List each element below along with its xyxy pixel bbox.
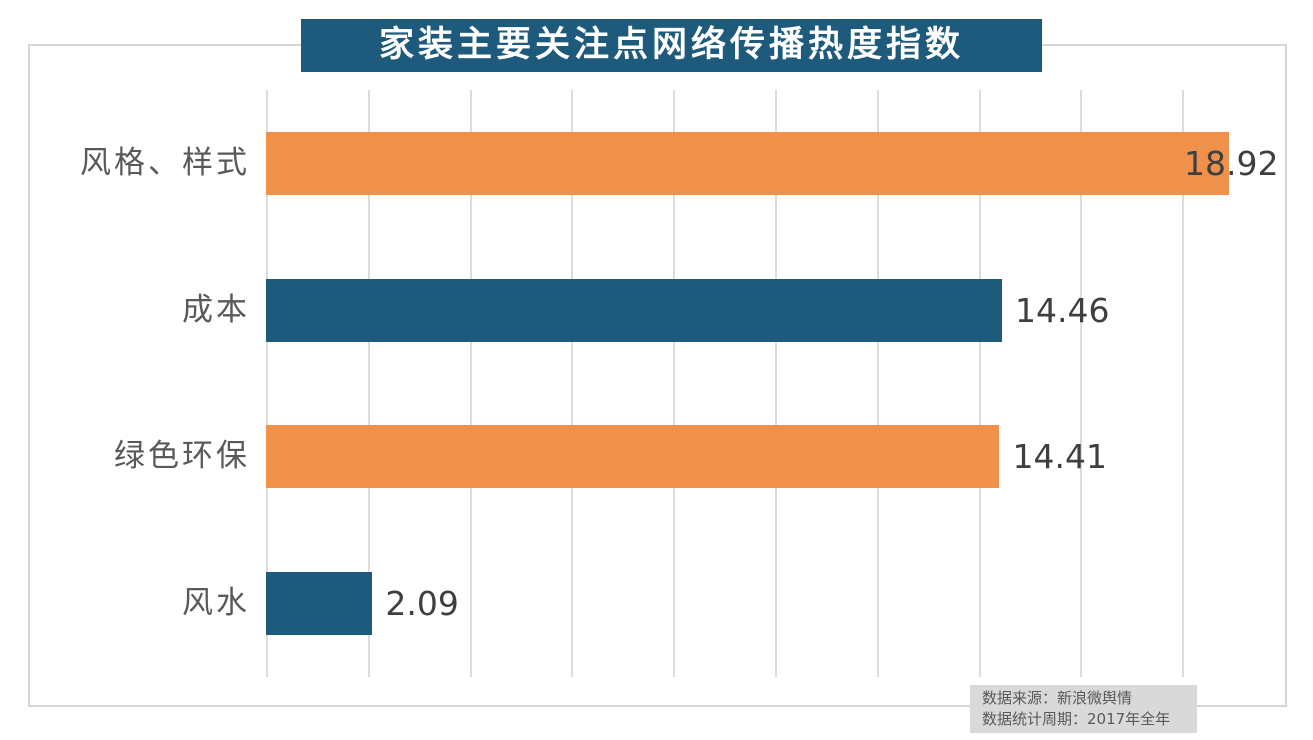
value-label: 2.09	[385, 584, 459, 623]
chart-title-banner: 家装主要关注点网络传播热度指数	[301, 19, 1042, 72]
gridline	[469, 90, 472, 677]
category-label: 风格、样式	[80, 145, 250, 181]
category-label: 绿色环保	[114, 438, 250, 474]
bar-3	[266, 425, 1000, 488]
category-label: 成本	[182, 292, 250, 328]
value-label: 14.46	[1015, 291, 1110, 330]
gridline	[1080, 90, 1083, 677]
value-label: 18.92	[1184, 144, 1279, 183]
gridline	[1182, 90, 1185, 677]
gridline	[673, 90, 676, 677]
gridline	[876, 90, 879, 677]
bar-2	[266, 279, 1002, 342]
gridline	[775, 90, 777, 677]
data-period-line: 数据统计周期：2017年全年	[982, 710, 1171, 728]
gridline	[571, 90, 574, 677]
data-source-line: 数据来源：新浪微舆情	[982, 689, 1133, 707]
gridline	[367, 90, 370, 677]
bar-4	[266, 572, 373, 635]
gridline	[266, 90, 268, 677]
value-label: 14.41	[1012, 437, 1107, 476]
data-source-box: 数据来源：新浪微舆情 数据统计周期：2017年全年	[970, 685, 1197, 733]
gridline	[978, 90, 981, 677]
category-label: 风水	[182, 585, 250, 621]
bar-1	[266, 132, 1230, 195]
chart-title: 家装主要关注点网络传播热度指数	[378, 25, 964, 65]
